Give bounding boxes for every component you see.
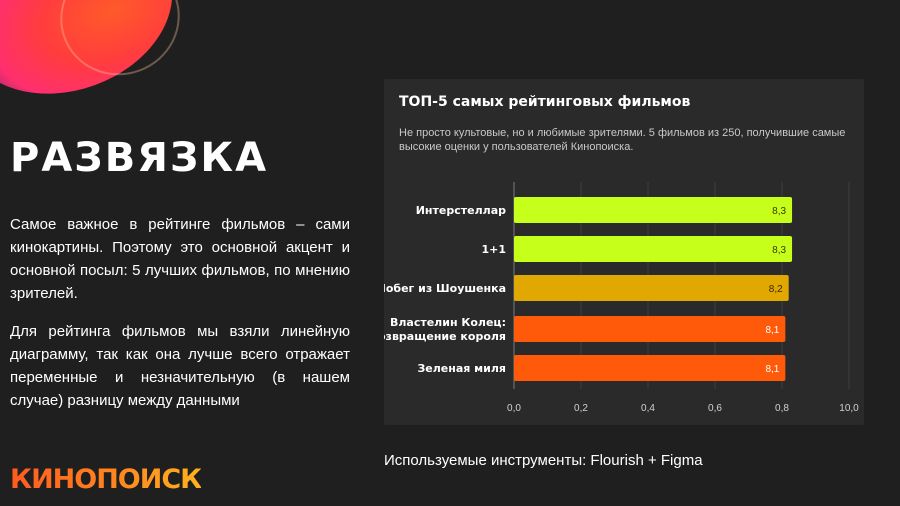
kinopoisk-logo: КИНОПОИСК: [10, 464, 202, 495]
bar-value-label: 8,3: [772, 245, 786, 256]
bar-value-label: 8,3: [772, 206, 786, 217]
bar-value-label: 8,1: [765, 325, 779, 336]
bar-chart: 0,0 0,2 0,4 0,6 0,8 10,0 8,3 Интерстеллар 8,3 1+1…: [384, 182, 859, 414]
page-title: РАЗВЯЗКА: [10, 135, 269, 181]
chart-subtitle: Не просто культовые, но и любимые зрител…: [399, 127, 846, 153]
description-paragraph-1: Самое важное в рейтинге фильмов – сами к…: [10, 216, 350, 302]
category-label: Властелин Колец:: [390, 316, 506, 329]
bar: [514, 316, 786, 342]
bar: [514, 275, 789, 301]
x-tick-label: 0,4: [641, 403, 655, 414]
category-label: Возвращение короля: [384, 330, 506, 343]
x-tick-label: 0,0: [507, 403, 521, 414]
x-tick-label: 0,6: [708, 403, 722, 414]
category-label: Интерстеллар: [416, 204, 506, 217]
x-tick-label: 10,0: [839, 403, 859, 414]
chart-title: ТОП-5 самых рейтинговых фильмов: [399, 94, 691, 110]
category-label: Зеленая миля: [417, 362, 506, 375]
description-paragraph-2: Для рейтинга фильмов мы взяли линейную д…: [10, 323, 350, 409]
chart-panel: ТОП-5 самых рейтинговых фильмов Не прост…: [384, 79, 864, 425]
bar: [514, 236, 793, 262]
category-label: 1+1: [481, 243, 506, 256]
bar: [514, 355, 786, 381]
x-tick-label: 0,8: [775, 403, 789, 414]
bar-value-label: 8,1: [765, 364, 779, 375]
bar: [514, 197, 793, 223]
category-label: Побег из Шоушенка: [384, 282, 506, 295]
x-tick-label: 0,2: [574, 403, 588, 414]
bar-value-label: 8,2: [769, 284, 783, 295]
tools-caption: Используемые инструменты: Flourish + Fig…: [384, 452, 703, 469]
